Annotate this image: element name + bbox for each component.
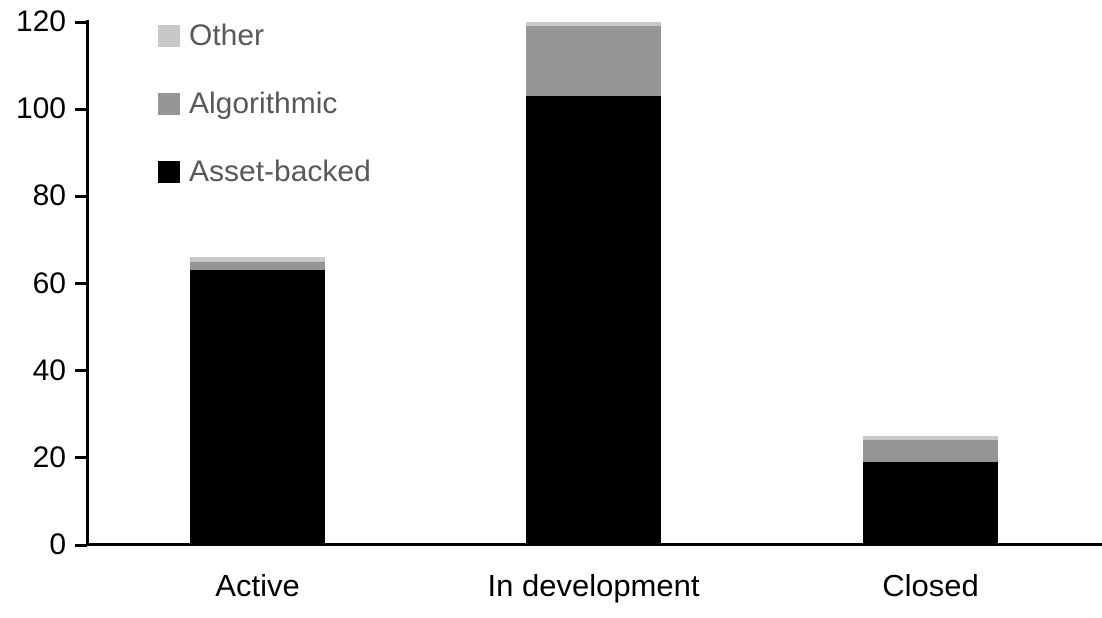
legend-entry-other: Other [158,21,371,51]
y-axis-tick-label: 0 [49,528,66,561]
legend-swatch-icon [158,93,180,115]
y-axis-tick [75,194,87,198]
y-axis-tick-label: 80 [32,179,66,213]
y-axis-tick [75,107,87,111]
bar-segment-active-algorithmic [190,261,325,271]
legend-entry-asset-backed: Asset-backed [158,157,371,187]
y-axis-tick-label: 60 [32,266,66,300]
y-axis-tick-label: 40 [32,353,66,387]
legend-label: Asset-backed [189,155,371,188]
y-axis-tick-label: 120 [15,5,66,38]
legend-swatch-icon [158,161,180,183]
y-axis-tick-label: 20 [32,440,66,474]
bar-segment-active-other [190,257,325,262]
y-axis-tick-label: 100 [15,92,66,126]
legend-swatch-icon [158,25,180,47]
bar-segment-in-development-other [526,22,661,27]
y-axis-tick [75,369,87,373]
y-axis-tick [75,282,87,285]
legend-label: Algorithmic [189,87,338,120]
bar-segment-closed-other [863,436,998,441]
y-axis-tick [75,543,87,547]
legend: Other Algorithmic Asset-backed [158,21,371,225]
legend-entry-algorithmic: Algorithmic [158,89,371,119]
bar-segment-closed-asset-backed [863,462,998,545]
y-axis-line [86,20,89,546]
x-axis-category-label: In development [487,568,700,603]
x-axis-category-label: Closed [882,568,979,603]
bar-segment-closed-algorithmic [863,440,998,463]
bar-segment-active-asset-backed [190,270,325,545]
y-axis-tick [75,20,87,24]
x-axis-category-label: Active [215,568,300,603]
bar-segment-in-development-asset-backed [526,96,661,545]
bar-segment-in-development-algorithmic [526,26,661,97]
legend-label: Other [189,19,265,52]
y-axis-tick [75,456,87,460]
